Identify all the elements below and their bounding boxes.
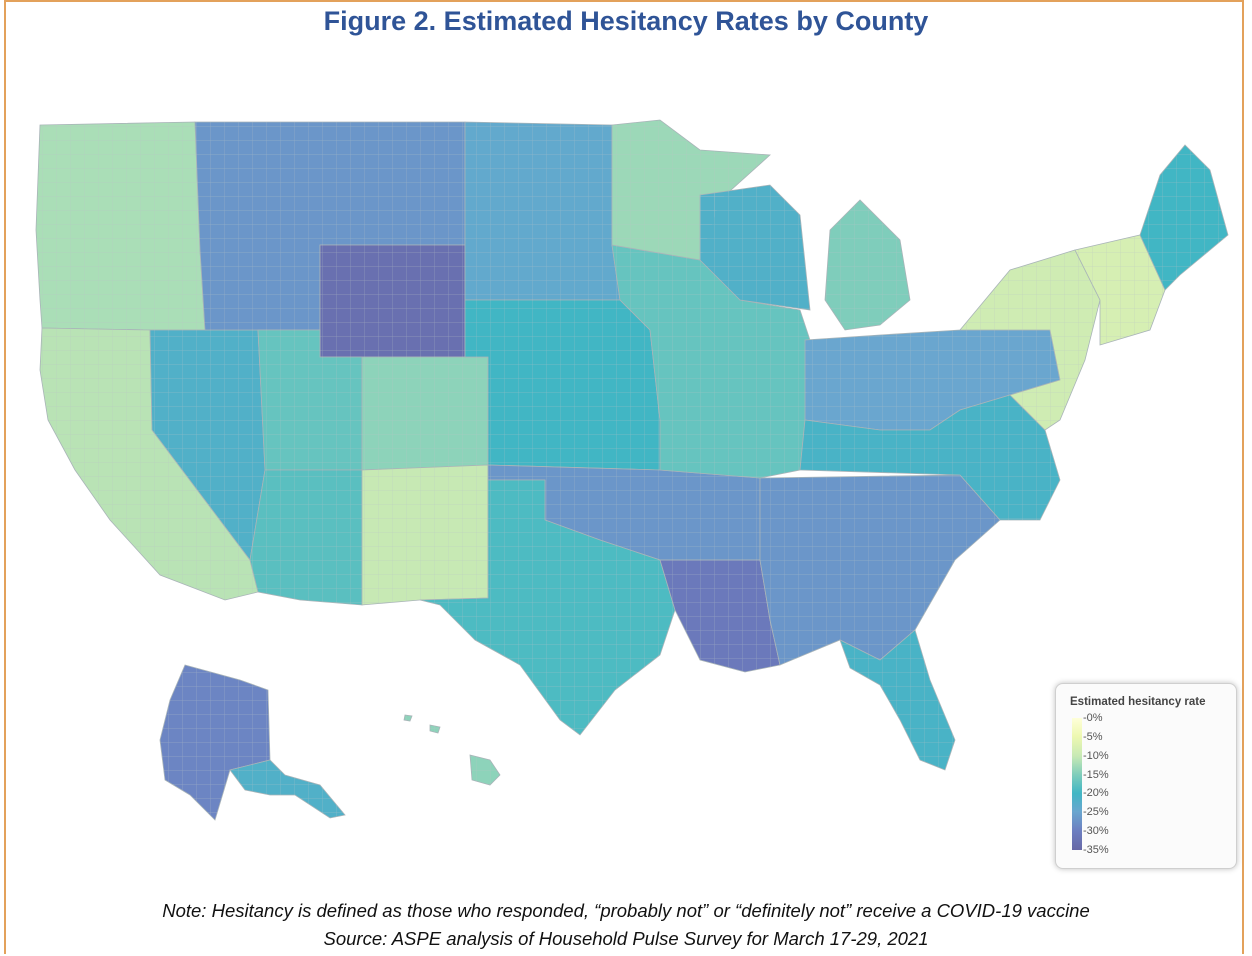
legend-tick: -35% xyxy=(1083,844,1109,856)
region-florida xyxy=(839,629,956,771)
legend-tick: -0% xyxy=(1083,712,1103,724)
legend-tick: -30% xyxy=(1083,825,1109,838)
region-michigan xyxy=(824,199,911,331)
region-louisiana-delta xyxy=(659,559,781,673)
region-great-plains xyxy=(464,299,661,471)
figure-note: Note: Hesitancy is defined as those who … xyxy=(162,900,1090,921)
figure-source: Source: ASPE analysis of Household Pulse… xyxy=(323,928,929,949)
region-wyoming xyxy=(319,244,466,358)
region-hawaii xyxy=(403,714,501,786)
legend-tick: -25% xyxy=(1083,806,1109,819)
figure-title: Figure 2. Estimated Hesitancy Rates by C… xyxy=(323,6,929,36)
region-deep-south xyxy=(759,474,1001,666)
region-colorado xyxy=(361,356,489,471)
legend-tick: -15% xyxy=(1083,768,1109,781)
region-arizona xyxy=(249,469,363,606)
legend-tick: -5% xyxy=(1083,730,1103,743)
region-pacific-northwest xyxy=(35,121,206,331)
legend-color-bar xyxy=(1072,718,1082,850)
map-legend: Estimated hesitancy rate -0% -5% -10% -15% -… xyxy=(1055,683,1237,869)
legend-tick: -20% xyxy=(1083,787,1109,800)
region-new-mexico xyxy=(361,464,489,606)
legend-title: Estimated hesitancy rate xyxy=(1070,696,1206,708)
region-alaska-south xyxy=(229,759,346,819)
legend-tick: -10% xyxy=(1083,749,1109,762)
region-alaska-interior xyxy=(159,664,271,821)
figure-frame xyxy=(4,0,1244,954)
region-dakotas xyxy=(464,121,621,301)
